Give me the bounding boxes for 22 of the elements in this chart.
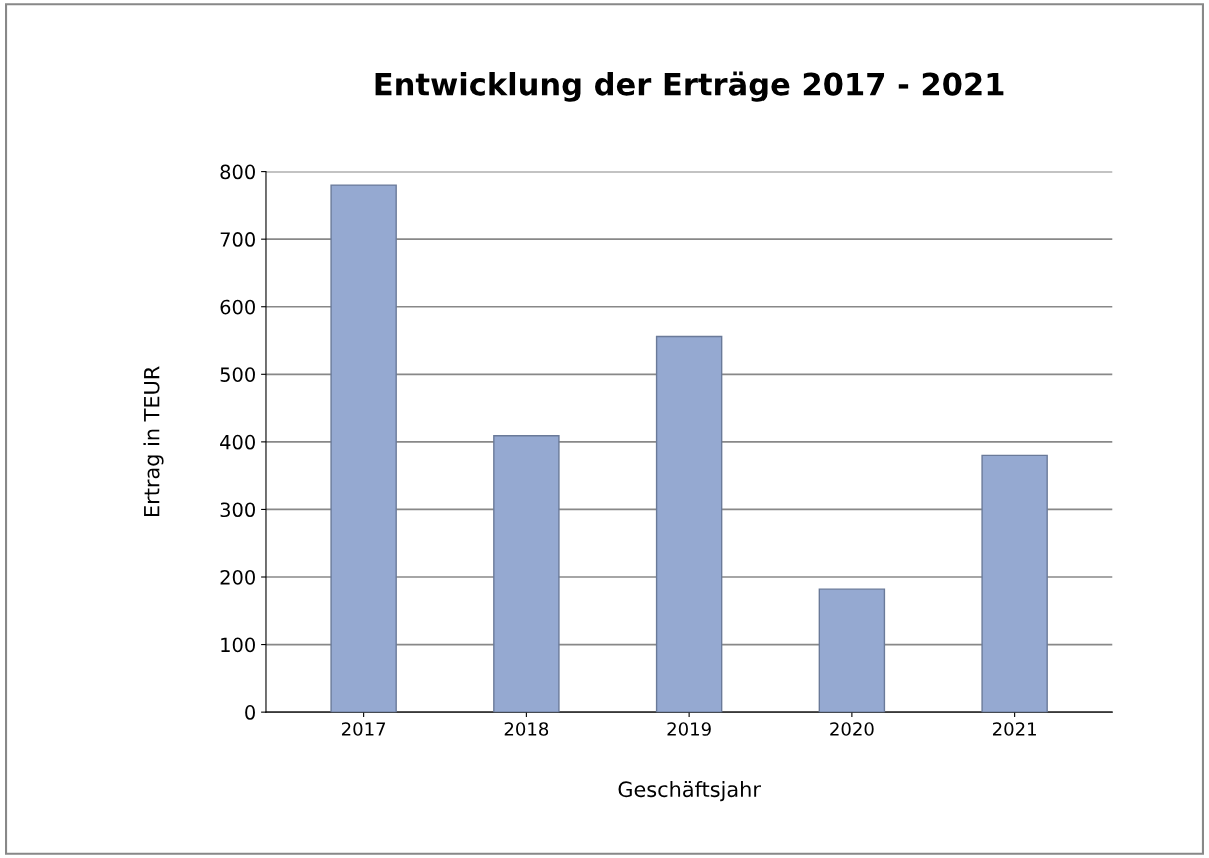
y-tick-label: 500 <box>220 367 255 382</box>
x-tick-label: 2018 <box>504 722 549 736</box>
x-tick-label: 2020 <box>830 722 874 736</box>
y-tick-label: 300 <box>220 502 255 518</box>
bar <box>493 435 560 713</box>
x-tick-label: 2021 <box>992 722 1036 736</box>
bar <box>981 454 1048 713</box>
bar <box>655 335 723 713</box>
y-tick-label: 400 <box>220 434 255 450</box>
y-tick-label: 700 <box>220 232 255 247</box>
y-tick-label: 800 <box>220 164 255 180</box>
x-tick-label: 2017 <box>341 722 386 736</box>
bar <box>330 184 397 713</box>
chart-title: Entwicklung der Erträge 2017 - 2021 <box>375 71 1004 102</box>
y-tick-label: 0 <box>245 705 255 720</box>
y-axis-title: Ertrag in TEUR <box>143 366 164 516</box>
y-tick-label: 600 <box>220 299 255 315</box>
bar <box>818 588 886 713</box>
y-tick-label: 100 <box>221 637 255 653</box>
x-axis-title: Geschäftsjahr <box>618 781 761 802</box>
y-tick-label: 200 <box>220 569 255 585</box>
x-tick-label: 2019 <box>667 722 711 736</box>
